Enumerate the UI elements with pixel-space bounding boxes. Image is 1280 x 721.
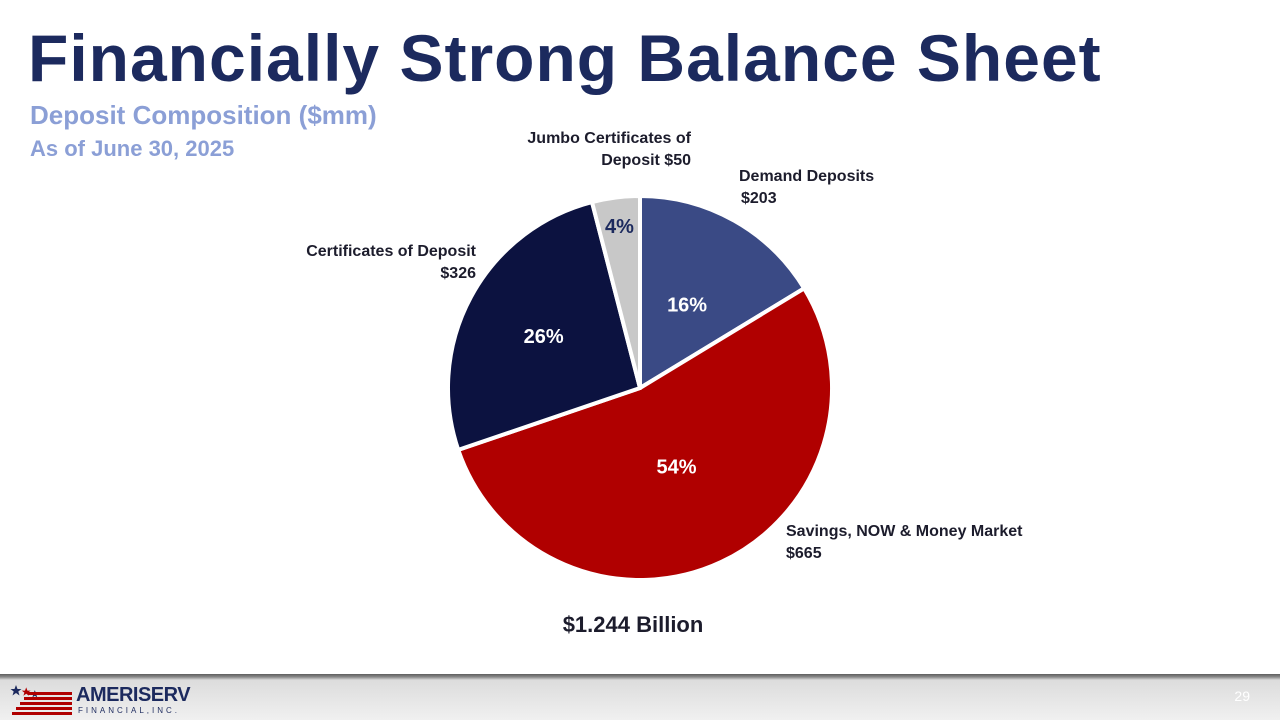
slide-title: Financially Strong Balance Sheet — [28, 21, 1102, 95]
flag-icon — [10, 685, 72, 715]
as-of-date: As of June 30, 2025 — [30, 136, 235, 161]
category-label-jumbo-certificates: Jumbo Certificates of Deposit $50 — [527, 130, 691, 169]
footer-bar: AMERISERV FINANCIAL,INC. 29 — [0, 674, 1280, 720]
deposit-pie-chart: 16% 54% 26% 4% Demand Deposits $203 Savings, … — [306, 130, 1023, 582]
pie-slice-demand-deposits — [638, 194, 807, 390]
chart-subtitle: Deposit Composition ($mm) — [30, 100, 377, 130]
category-label-certificates-of-deposit: Certificates of Deposit $326 — [306, 243, 476, 282]
pct-label-savings-now-money-market: 54% — [657, 456, 697, 478]
pct-label-jumbo-certificates: 4% — [605, 216, 634, 238]
pie-slice-certificates-of-deposit — [446, 200, 642, 452]
page-number: 29 — [1234, 688, 1250, 704]
pie-slice-savings-now-money-market — [456, 286, 834, 582]
ameriserv-logo: AMERISERV FINANCIAL,INC. — [10, 682, 200, 716]
pct-label-certificates-of-deposit: 26% — [524, 326, 564, 348]
category-label-demand-deposits: Demand Deposits $203 — [739, 168, 874, 207]
total-deposits: $1.244 Billion — [562, 612, 704, 637]
category-label-savings-now-money-market: Savings, NOW & Money Market $665 — [786, 523, 1023, 562]
pie-slice-jumbo-certificates — [590, 194, 642, 390]
pct-label-demand-deposits: 16% — [667, 294, 707, 316]
